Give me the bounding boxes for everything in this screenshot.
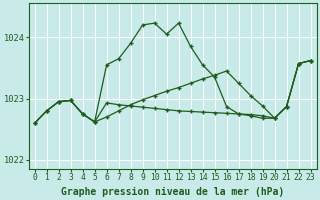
X-axis label: Graphe pression niveau de la mer (hPa): Graphe pression niveau de la mer (hPa) (61, 186, 284, 197)
